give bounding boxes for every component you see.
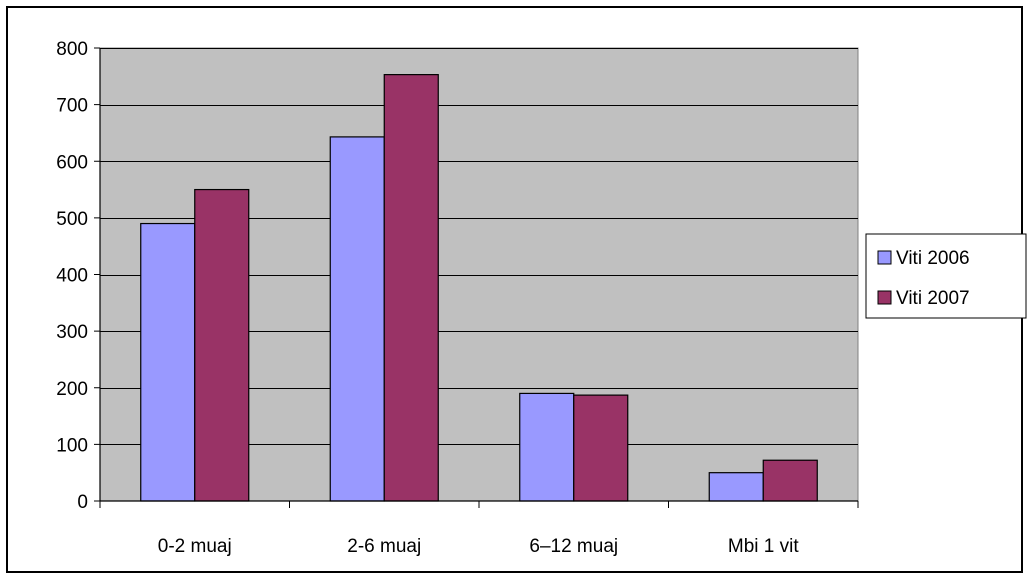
bar [573, 394, 629, 502]
legend-label: Viti 2007 [896, 288, 970, 309]
legend: Viti 2006 Viti 2007 [865, 233, 1027, 319]
y-tick-label: 500 [56, 209, 88, 230]
axes [94, 47, 859, 508]
bar [762, 459, 818, 502]
y-tick-label: 800 [56, 39, 88, 60]
x-tick-label: 6–12 muaj [529, 536, 618, 557]
bar [194, 188, 250, 502]
bar [140, 222, 196, 502]
bar [519, 392, 575, 502]
y-tick-label: 300 [56, 322, 88, 343]
legend-swatch [877, 290, 892, 305]
y-tick-label: 200 [56, 379, 88, 400]
y-tick-label: 100 [56, 435, 88, 456]
x-tick-labels: 0-2 muaj 2-6 muaj 6–12 muaj Mbi 1 vit [158, 536, 800, 557]
y-tick-label: 600 [56, 152, 88, 173]
x-tick-label: 0-2 muaj [158, 536, 232, 557]
y-tick-label: 700 [56, 96, 88, 117]
bar [708, 472, 764, 502]
bar [329, 136, 385, 502]
x-tick-label: Mbi 1 vit [728, 536, 799, 557]
y-tick-labels: 0 100 200 300 400 500 600 700 800 [56, 39, 88, 513]
bar [383, 74, 439, 502]
bars [140, 74, 818, 502]
legend-box [865, 233, 1027, 319]
x-tick-label: 2-6 muaj [347, 536, 421, 557]
y-tick-label: 0 [77, 492, 88, 513]
legend-swatch [877, 250, 892, 265]
legend-label: Viti 2006 [896, 248, 970, 269]
y-tick-label: 400 [56, 266, 88, 287]
